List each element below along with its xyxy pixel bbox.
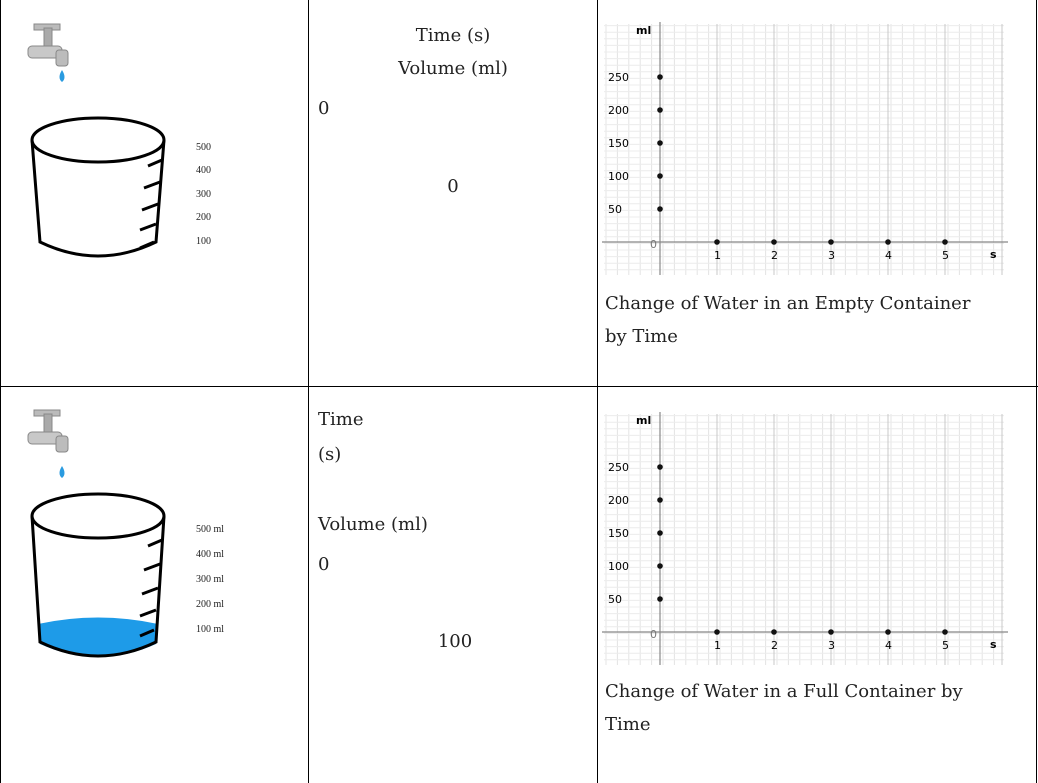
- axis-unit: ml: [636, 414, 651, 427]
- x-tick-label: 2: [771, 249, 778, 262]
- x-tick-label: 4: [885, 639, 892, 652]
- tick-dot: [714, 239, 720, 245]
- scale-label: 400: [196, 165, 211, 176]
- y-tick-label: 200: [608, 104, 629, 117]
- page: 500 400 300 200 100 Time (s) Volume (ml)…: [0, 0, 1038, 783]
- volume-value: 100: [438, 631, 472, 652]
- tick-dot: [828, 239, 834, 245]
- x-tick-label: 5: [942, 249, 949, 262]
- y-tick-label: 150: [608, 137, 629, 150]
- x-tick-label: 2: [771, 639, 778, 652]
- axis-unit: s: [990, 248, 997, 261]
- scale-label: 100 ml: [196, 624, 224, 635]
- tick-dot: [714, 629, 720, 635]
- x-tick-label: 1: [714, 639, 721, 652]
- time-label: Time (s): [416, 25, 491, 46]
- y-tick-label: 250: [608, 71, 629, 84]
- tick-dot: [657, 74, 663, 80]
- beaker-illustration: [20, 406, 180, 666]
- border: [0, 0, 1, 783]
- tick-dot: [657, 497, 663, 503]
- scale-label: 100: [196, 236, 211, 247]
- tick-dot: [828, 629, 834, 635]
- scale-label: 500: [196, 142, 211, 153]
- x-tick-label: 4: [885, 249, 892, 262]
- x-tick-label: 3: [828, 249, 835, 262]
- faucet: [28, 24, 68, 82]
- tick-dot: [657, 530, 663, 536]
- time-label: Time: [318, 409, 363, 430]
- scale-label: 500 ml: [196, 524, 224, 535]
- tick-dot: [771, 629, 777, 635]
- tick-dot: [885, 239, 891, 245]
- tick-dot: [657, 107, 663, 113]
- axis-unit: ml: [636, 24, 651, 37]
- graph-caption: by Time: [605, 326, 678, 347]
- tick-dot: [942, 239, 948, 245]
- tick-dot: [657, 173, 663, 179]
- graph-caption: Change of Water in an Empty Container: [605, 293, 970, 314]
- origin-label: 0: [650, 238, 657, 251]
- tick-dot: [942, 629, 948, 635]
- time-value: 0: [318, 98, 329, 119]
- volume-label: Volume (ml): [318, 514, 428, 535]
- y-tick-label: 250: [608, 461, 629, 474]
- scale-label: 400 ml: [196, 549, 224, 560]
- axis-unit: s: [990, 638, 997, 651]
- beaker-illustration: [20, 20, 180, 270]
- border: [1036, 0, 1037, 783]
- graph: ml s 0 250 200 150 100 50 1 2 3 4 5: [600, 410, 1012, 672]
- time-label: (s): [318, 444, 341, 465]
- volume-value: 0: [447, 176, 458, 197]
- tick-dot: [657, 464, 663, 470]
- x-tick-label: 1: [714, 249, 721, 262]
- y-tick-label: 50: [608, 593, 622, 606]
- y-tick-label: 150: [608, 527, 629, 540]
- time-value: 0: [318, 554, 329, 575]
- origin-label: 0: [650, 628, 657, 641]
- scale-label: 200 ml: [196, 599, 224, 610]
- tick-dot: [771, 239, 777, 245]
- tick-dot: [657, 140, 663, 146]
- graph-caption: Change of Water in a Full Container by: [605, 681, 963, 702]
- tick-dot: [657, 596, 663, 602]
- graph-caption: Time: [605, 714, 650, 735]
- scale-label: 300 ml: [196, 574, 224, 585]
- y-tick-label: 50: [608, 203, 622, 216]
- faucet: [28, 410, 68, 478]
- y-tick-label: 100: [608, 560, 629, 573]
- x-tick-label: 5: [942, 639, 949, 652]
- water: [38, 618, 158, 658]
- y-tick-label: 100: [608, 170, 629, 183]
- scale-label: 200: [196, 212, 211, 223]
- tick-dot: [657, 206, 663, 212]
- tick-dot: [885, 629, 891, 635]
- border: [597, 0, 598, 783]
- scale-label: 300: [196, 189, 211, 200]
- y-tick-label: 200: [608, 494, 629, 507]
- volume-label: Volume (ml): [398, 58, 508, 79]
- graph: ml s 0 250 200 150 100 50 1 2 3 4 5: [600, 20, 1012, 282]
- tick-dot: [657, 563, 663, 569]
- border: [308, 0, 309, 783]
- x-tick-label: 3: [828, 639, 835, 652]
- border: [0, 386, 1038, 387]
